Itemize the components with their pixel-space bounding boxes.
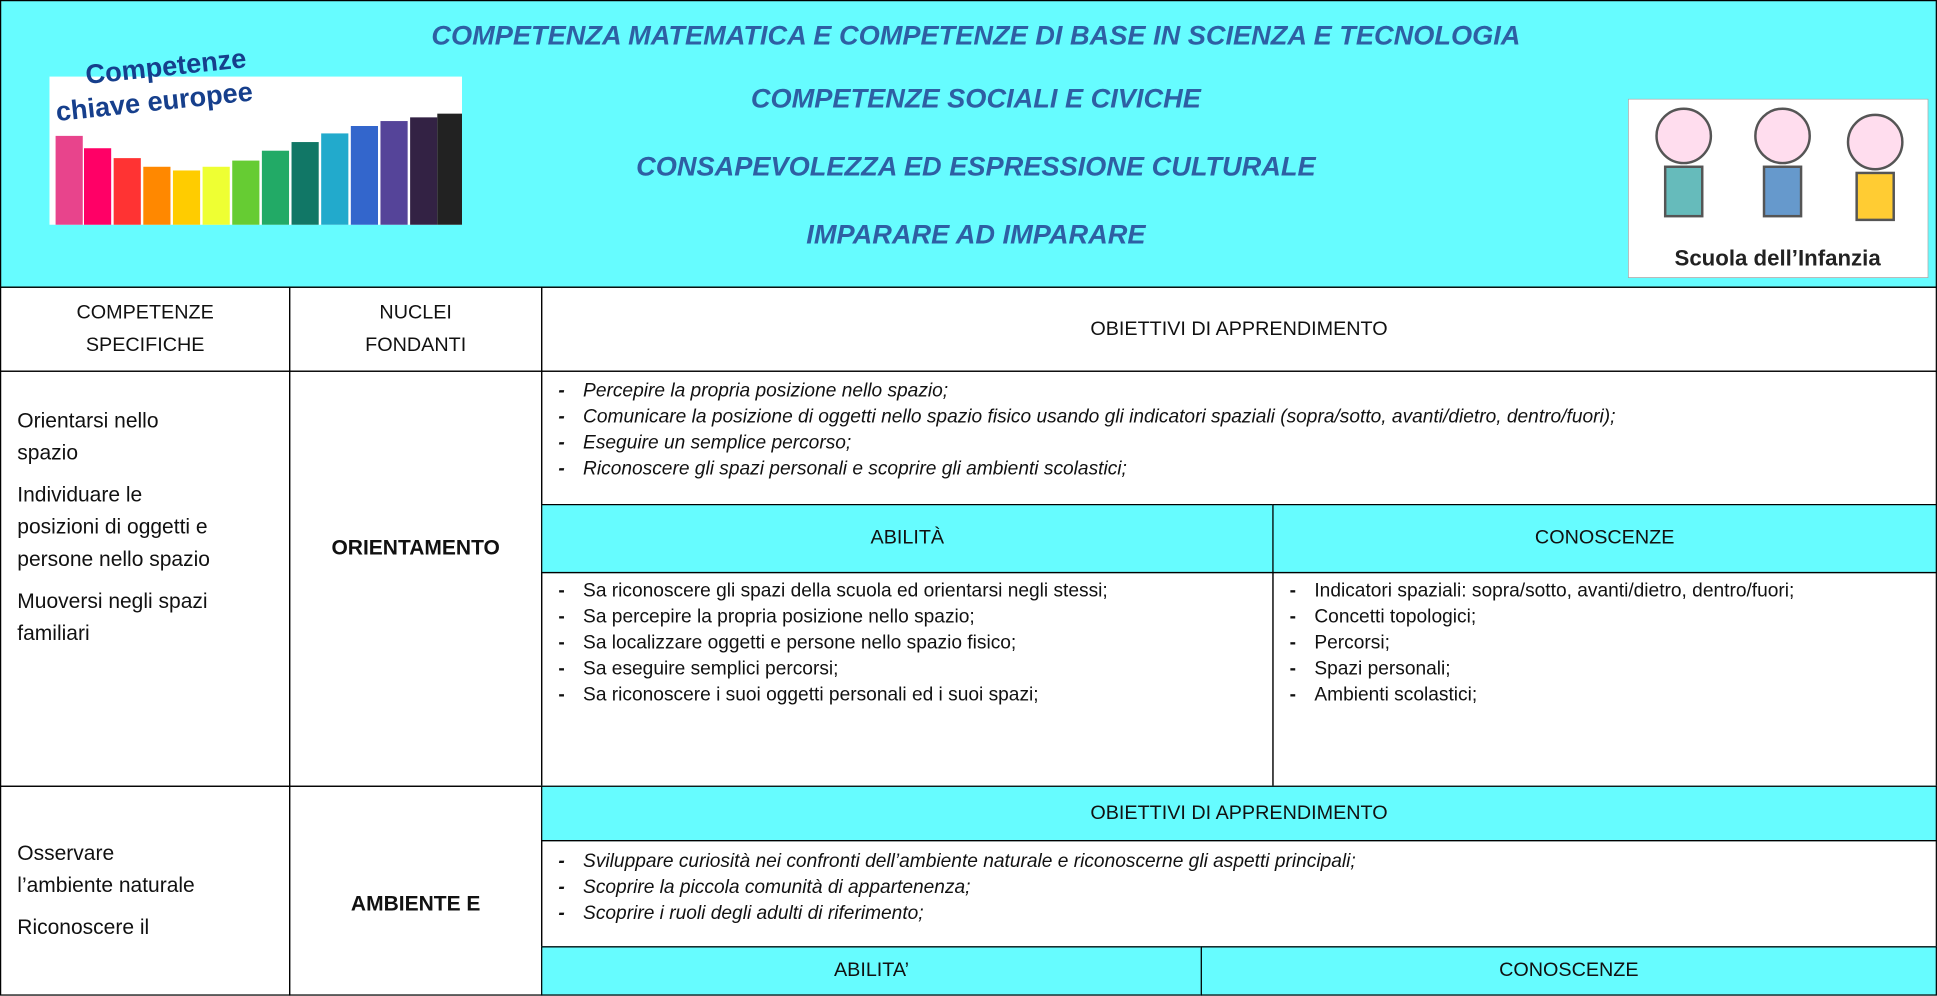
sub-header: CONOSCENZE — [1200, 946, 1937, 996]
line: Individuare le — [17, 483, 143, 507]
list-item: Ambienti scolastici; — [1272, 682, 1828, 708]
competenza: Riconoscere il — [17, 912, 194, 944]
title: IMPARARE AD IMPARARE — [806, 218, 1146, 250]
line: posizioni di oggetti e — [17, 515, 208, 539]
cell-text: CONOSCENZE — [1499, 959, 1639, 981]
list-item: Sa riconoscere i suoi oggetti personali … — [541, 682, 1183, 708]
children — [1655, 107, 1904, 222]
list-item: Sa eseguire semplici percorsi; — [541, 656, 1183, 682]
line: Riconoscere il — [17, 915, 150, 939]
line: Osservare — [17, 841, 115, 865]
sub-header: ABILITA’ — [541, 946, 1202, 996]
line: l’ambiente naturale — [17, 873, 195, 897]
cell-line: SPECIFICHE — [85, 334, 205, 356]
list-item: Percorsi; — [1272, 630, 1828, 656]
cell-text: OBIETTIVI DI APPRENDIMENTO — [1090, 318, 1388, 340]
line: Muoversi negli spazi — [17, 589, 208, 613]
cell-text: CONOSCENZE — [1534, 527, 1675, 549]
title: COMPETENZE SOCIALI E CIVICHE — [750, 82, 1201, 114]
competenza: Individuare le posizioni di oggetti e pers… — [17, 479, 210, 575]
cell-line: FONDANTI — [365, 334, 467, 356]
cell-text: ABILITA’ — [833, 959, 910, 981]
list-item: Concetti topologici; — [1272, 604, 1828, 630]
list-item: Sviluppare curiosità nei confronti dell’… — [541, 849, 1937, 875]
line: Orientarsi nello — [17, 408, 159, 433]
nucleo: AMBIENTE E — [350, 891, 481, 916]
line: spazio — [17, 441, 78, 465]
cell-text: OBIETTIVI DI APPRENDIMENTO — [1090, 802, 1388, 824]
competenza: Orientarsi nello spazio — [17, 405, 210, 469]
list-item: Spazi personali; — [1272, 656, 1828, 682]
title: CONSAPEVOLEZZA ED ESPRESSIONE CULTURALE — [636, 150, 1316, 182]
list-item: Sa riconoscere gli spazi della scuola ed… — [541, 578, 1183, 604]
competenze: Osservare l’ambiente naturale Riconoscere … — [17, 838, 194, 954]
competenze: Orientarsi nello spazio Individuare le posi… — [17, 405, 210, 659]
list-item: Scoprire i ruoli degli adulti di riferim… — [541, 901, 1937, 927]
competenza: Osservare l’ambiente naturale — [17, 838, 194, 902]
cell — [289, 370, 543, 787]
title: COMPETENZA MATEMATICA E COMPETENZE DI BA… — [431, 19, 1521, 51]
pencils — [55, 113, 463, 225]
list-item: Sa localizzare oggetti e persone nello s… — [541, 630, 1183, 656]
cell-text: ABILITÀ — [870, 527, 945, 549]
list: Indicatori spaziali: sopra/sotto, avanti… — [1272, 578, 1828, 708]
line: persone nello spazio — [17, 547, 210, 571]
column-header: OBIETTIVI DI APPRENDIMENTO — [541, 286, 1937, 372]
column-header: COMPETENZE SPECIFICHE — [0, 286, 291, 372]
sub-header: OBIETTIVI DI APPRENDIMENTO — [541, 785, 1937, 842]
list-item: Scoprire la piccola comunità di apparten… — [541, 875, 1937, 901]
cell-line: COMPETENZE — [76, 302, 214, 324]
sub-header: ABILITÀ — [541, 504, 1274, 574]
competenza: Muoversi negli spazi familiari — [17, 586, 210, 650]
cell — [289, 785, 543, 996]
logo-right: Scuola dell’Infanzia — [1628, 98, 1929, 278]
list: Sa riconoscere gli spazi della scuola ed… — [541, 578, 1183, 708]
list-item: Indicatori spaziali: sopra/sotto, avanti… — [1272, 578, 1828, 604]
logo-left: Competenze chiave europee — [49, 49, 463, 225]
list-item: Riconoscere gli spazi personali e scopri… — [541, 456, 1937, 482]
list-item: Percepire la propria posizione nello spa… — [541, 378, 1937, 404]
nucleo: ORIENTAMENTO — [331, 536, 500, 560]
list-item: Eseguire un semplice percorso; — [541, 430, 1937, 456]
cell-line: NUCLEI — [379, 302, 452, 324]
list-item: Sa percepire la propria posizione nello … — [541, 604, 1183, 630]
list: Sviluppare curiosità nei confronti dell’… — [541, 849, 1937, 927]
list-item: Comunicare la posizione di oggetti nello… — [541, 404, 1937, 430]
line: familiari — [17, 621, 90, 645]
column-header: NUCLEI FONDANTI — [289, 286, 543, 372]
sub-header: CONOSCENZE — [1272, 504, 1937, 574]
logo-caption: Scuola dell’Infanzia — [1675, 246, 1882, 271]
list: Percepire la propria posizione nello spa… — [541, 378, 1937, 482]
